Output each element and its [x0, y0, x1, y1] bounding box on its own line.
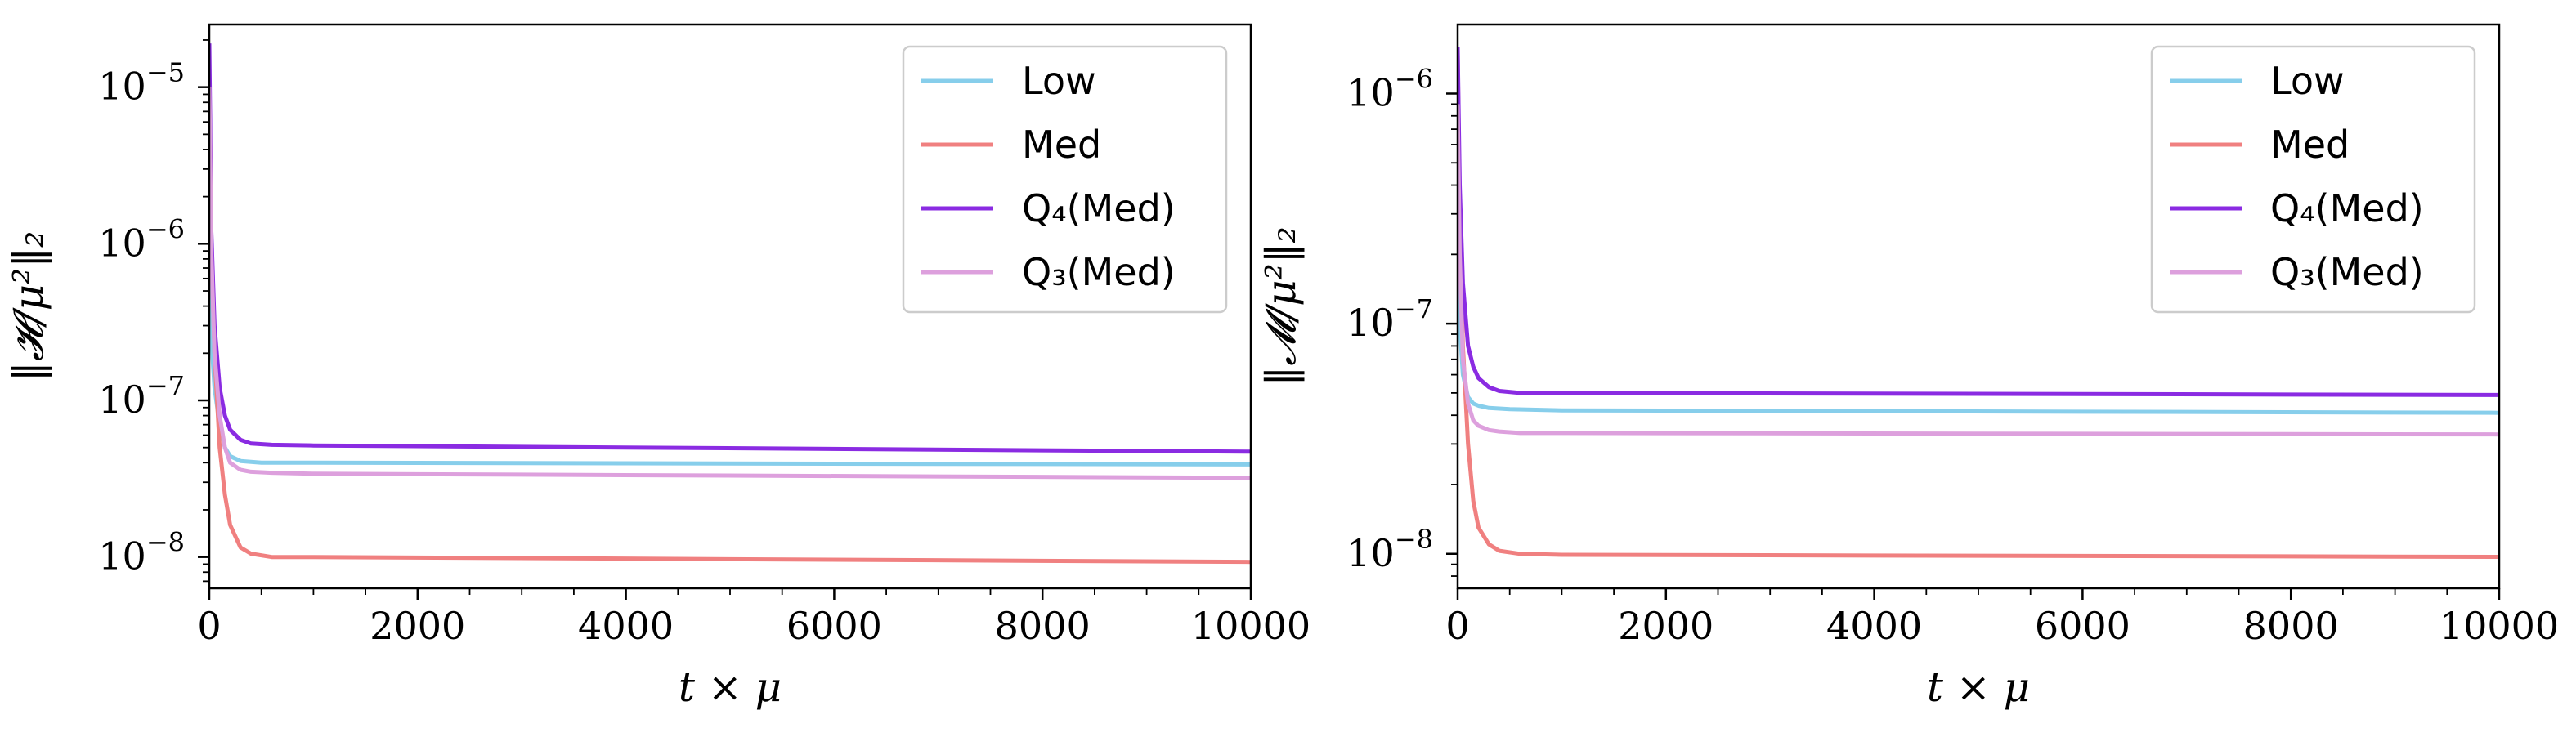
- y-tick-base: 10: [98, 534, 146, 578]
- legend-label: Q₄(Med): [1022, 186, 1176, 230]
- y-tick-exponent: −7: [1395, 293, 1433, 324]
- x-tick-label: 8000: [2243, 604, 2339, 648]
- x-tick-label: 0: [197, 604, 221, 648]
- y-tick-base: 10: [1346, 70, 1395, 114]
- y-tick-label: 10−8: [98, 527, 185, 578]
- axes-frame: [208, 23, 1252, 590]
- legend-label: Q₄(Med): [2270, 186, 2424, 230]
- series-group: [209, 43, 1251, 565]
- x-tick-label: 0: [1445, 604, 1469, 648]
- x-tick-label: 2000: [370, 604, 465, 648]
- y-tick-label: 10−8: [1346, 524, 1433, 575]
- legend-label: Med: [1022, 123, 1101, 167]
- y-tick-exponent: −7: [146, 370, 185, 401]
- y-tick-base: 10: [1346, 301, 1395, 345]
- x-tick-label: 2000: [1618, 604, 1714, 648]
- legend: Low Med Q₄(Med) Q₃(Med): [902, 45, 1228, 314]
- series-line-q-med: [1458, 46, 2499, 397]
- x-axis-label: t × μ: [679, 663, 782, 711]
- legend-label: Low: [1022, 59, 1096, 103]
- x-tick-label: 6000: [786, 604, 882, 648]
- x-tick-label: 10000: [1191, 604, 1310, 648]
- legend-label: Q₃(Med): [2270, 250, 2424, 294]
- y-tick-base: 10: [98, 65, 146, 109]
- y-tick-label: 10−7: [98, 370, 185, 422]
- y-tick-base: 10: [1346, 531, 1395, 575]
- y-tick-label: 10−6: [1346, 63, 1433, 114]
- y-tick-label: 10−5: [98, 57, 185, 109]
- y-ticks: 10−610−710−8: [1346, 63, 1458, 577]
- series-group: [1458, 46, 2499, 559]
- legend-box: [902, 45, 1228, 314]
- left-panel: 0 2000 4000 6000 8000 1000010−510−610−710−8t …: [5, 23, 1310, 711]
- series-line-q-med: [1458, 104, 2499, 437]
- x-axis-label: t × μ: [1927, 663, 2030, 711]
- y-tick-label: 10−6: [98, 213, 185, 265]
- axes-frame: [1456, 23, 2501, 590]
- y-ticks: 10−510−610−710−8: [98, 39, 209, 583]
- y-tick-exponent: −6: [146, 213, 185, 244]
- legend: Low Med Q₄(Med) Q₃(Med): [2150, 45, 2476, 314]
- series-line-q-med: [209, 87, 1251, 480]
- x-tick-label: 4000: [1826, 604, 1922, 648]
- y-tick-exponent: −8: [1395, 524, 1433, 555]
- legend-label: Med: [2270, 123, 2350, 167]
- x-tick-label: 6000: [2035, 604, 2130, 648]
- legend-box: [2150, 45, 2476, 314]
- y-tick-label: 10−7: [1346, 293, 1433, 345]
- y-tick-exponent: −5: [146, 57, 185, 88]
- y-axis-label: ‖𝓗/μ²‖₂: [5, 231, 52, 382]
- legend-label: Q₃(Med): [1022, 250, 1176, 294]
- y-tick-exponent: −8: [146, 527, 185, 558]
- x-tick-label: 4000: [578, 604, 674, 648]
- y-tick-base: 10: [98, 221, 146, 265]
- y-axis-label: ‖𝓜/μ²‖₂: [1257, 226, 1305, 386]
- legend-label: Low: [2270, 59, 2345, 103]
- x-tick-label: 10000: [2439, 604, 2559, 648]
- y-tick-exponent: −6: [1395, 63, 1433, 94]
- x-tick-label: 8000: [995, 604, 1091, 648]
- y-tick-base: 10: [98, 377, 146, 422]
